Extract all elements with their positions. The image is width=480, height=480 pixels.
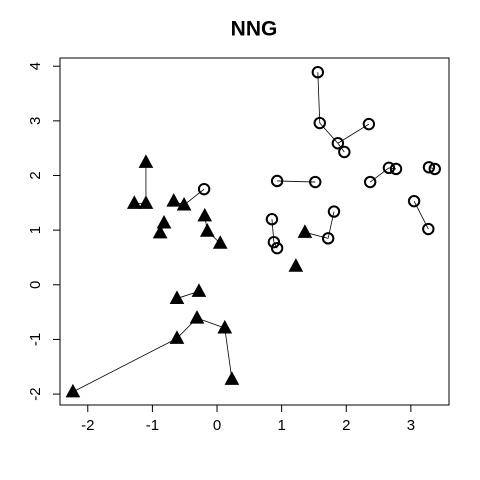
point [331,137,345,150]
point [313,116,326,130]
point [270,241,284,255]
plot-box [59,57,450,406]
edge [271,219,275,243]
point [265,213,279,226]
point [197,207,213,222]
point [217,319,233,334]
point [270,174,284,188]
point [156,214,172,229]
point [338,145,351,159]
point [199,223,215,237]
point [428,162,441,176]
point [176,196,192,211]
point [152,224,168,239]
x-tick-label: -2 [81,417,94,434]
point [362,117,376,131]
y-tick-label: 0 [27,281,44,289]
point [389,162,403,176]
edge [369,167,390,183]
edge [277,180,316,183]
point [138,154,154,168]
point [166,193,182,207]
x-tick-label: 0 [213,417,221,434]
point [407,194,421,208]
y-tick-label: 3 [27,117,44,125]
point [126,195,142,209]
point [267,235,281,249]
point [138,195,154,209]
point [422,161,436,174]
x-tick-label: 3 [407,417,415,434]
edge [72,337,178,393]
point [189,310,205,324]
point [191,283,207,297]
edge [319,122,339,144]
point [169,290,185,304]
point [321,232,335,245]
point [382,161,396,175]
chart-title: NNG [231,18,278,41]
y-tick-label: 2 [27,171,44,179]
x-tick-label: 1 [277,417,285,434]
point [224,371,240,385]
point [309,175,322,189]
point [288,258,304,272]
x-tick-label: -1 [146,417,159,434]
point [197,182,211,196]
point [169,330,185,344]
point [65,383,81,398]
y-tick-label: -2 [27,387,44,400]
point [297,224,313,238]
edge [224,327,233,380]
y-tick-label: 1 [27,226,44,234]
y-tick-label: -1 [27,333,44,346]
point [311,66,325,79]
x-tick-label: 2 [342,417,350,434]
point [212,235,228,249]
point [422,222,435,236]
y-tick-label: 4 [27,62,44,70]
edge [317,72,321,124]
point [363,175,377,189]
point [327,205,341,218]
